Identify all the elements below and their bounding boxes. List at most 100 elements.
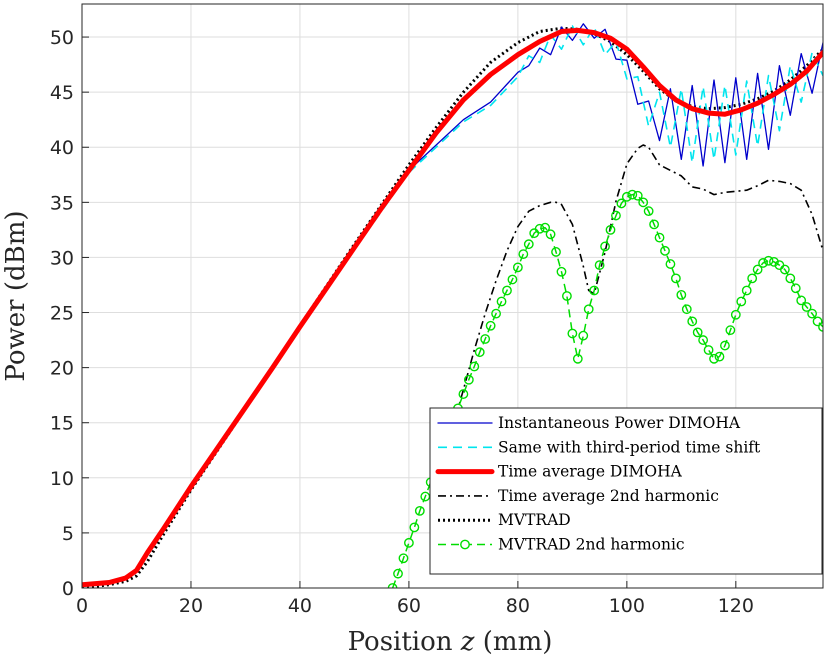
data-point (725, 325, 736, 336)
x-axis-title: Position z (mm) (348, 627, 553, 657)
data-point (681, 304, 692, 315)
data-point (534, 223, 545, 234)
data-point (512, 262, 523, 273)
data-point (616, 198, 627, 209)
data-point (763, 255, 774, 266)
y-tick-label: 40 (50, 137, 74, 159)
data-point (469, 361, 480, 372)
data-point (720, 340, 730, 351)
series-3 (446, 144, 823, 451)
data-point (611, 210, 621, 221)
data-point (562, 291, 572, 301)
data-point (785, 273, 796, 284)
data-point (665, 259, 676, 269)
x-tick-label: 20 (179, 595, 203, 617)
y-tick-label: 50 (50, 27, 74, 49)
x-tick-label: 120 (718, 595, 754, 617)
data-point (801, 302, 812, 312)
legend-label: Time average 2nd harmonic (498, 487, 719, 505)
legend-label: Same with third-period time shift (498, 438, 761, 456)
data-point (769, 256, 779, 267)
x-axis-title-var: z (460, 627, 475, 657)
data-point (621, 191, 632, 202)
y-tick-label: 0 (62, 578, 74, 600)
data-point (670, 273, 681, 284)
y-tick-label: 15 (50, 413, 74, 435)
y-tick-label: 5 (62, 523, 74, 545)
data-point (736, 296, 747, 307)
legend-box (429, 407, 823, 575)
data-point (398, 553, 409, 564)
legend-label: MVTRAD 2nd harmonic (498, 536, 685, 554)
legend-label: Instantaneous Power DIMOHA (498, 414, 741, 432)
axis-ticks: 0 20 40 60 80 100 120 0 5 10 15 20 25 30 35 40 45 50 (50, 27, 754, 617)
data-point (698, 335, 709, 345)
series-layer (82, 23, 823, 588)
data-point (572, 353, 583, 364)
series-4 (82, 26, 823, 588)
data-point (567, 328, 578, 339)
data-point (485, 320, 496, 331)
legend-entry: MVTRAD 2nd harmonic (438, 536, 685, 554)
data-point (404, 537, 414, 548)
data-point (605, 224, 616, 235)
data-point (649, 219, 659, 230)
data-point (502, 285, 512, 296)
data-point (660, 245, 670, 256)
x-tick-label: 100 (609, 595, 645, 617)
series-line (391, 193, 823, 588)
legend-entry: Time average 2nd harmonic (438, 487, 719, 505)
y-tick-label: 20 (50, 358, 74, 380)
data-point (807, 308, 818, 319)
data-point (480, 334, 491, 344)
data-point (638, 197, 649, 208)
data-point (812, 316, 823, 327)
x-axis-title-unit: (mm) (475, 627, 553, 657)
data-point (551, 247, 561, 257)
y-axis-title: Power (dBm) (1, 210, 31, 381)
series-2 (82, 27, 823, 588)
data-point (692, 327, 703, 338)
data-point (496, 296, 507, 307)
x-tick-label: 0 (76, 595, 88, 617)
series-line (82, 26, 823, 588)
legend-label: MVTRAD (498, 511, 571, 529)
data-point (796, 295, 807, 306)
data-point (758, 258, 768, 268)
y-tick-label: 35 (50, 192, 74, 214)
data-point (393, 568, 403, 579)
data-point (518, 249, 529, 260)
y-tick-label: 30 (50, 247, 74, 269)
data-point (714, 351, 725, 362)
legend-label: Time average DIMOHA (498, 463, 683, 481)
data-point (752, 264, 763, 275)
x-axis-title-prefix: Position (348, 627, 461, 657)
data-point (414, 505, 425, 516)
data-point (632, 190, 643, 201)
data-point (687, 316, 698, 327)
legend-entry: Same with third-period time shift (438, 438, 761, 456)
x-tick-label: 80 (506, 595, 530, 617)
data-point (583, 304, 594, 315)
legend-marker (460, 539, 470, 550)
data-point (643, 206, 654, 217)
data-point (627, 189, 638, 200)
series-line (446, 144, 823, 451)
data-point (589, 285, 600, 296)
data-point (545, 229, 556, 240)
legend-entry: Time average DIMOHA (435, 463, 683, 481)
y-tick-label: 10 (50, 468, 74, 490)
data-point (730, 309, 741, 320)
y-tick-label: 25 (50, 303, 74, 325)
data-point (409, 522, 420, 533)
data-point (420, 491, 431, 502)
data-point (491, 308, 501, 319)
axes-box (81, 3, 824, 589)
data-point (540, 222, 551, 233)
data-point (463, 374, 474, 385)
data-point (709, 353, 719, 364)
legend-entry: Instantaneous Power DIMOHA (437, 414, 741, 432)
data-point (779, 264, 790, 275)
series-line (82, 27, 823, 588)
